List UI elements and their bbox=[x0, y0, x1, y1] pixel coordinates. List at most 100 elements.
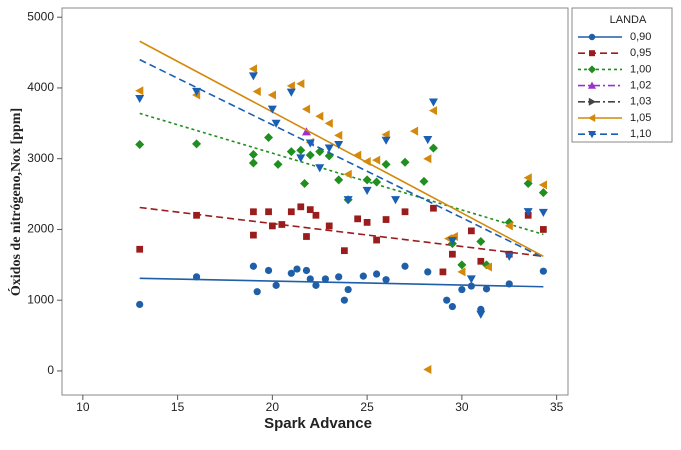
data-point bbox=[419, 176, 429, 186]
data-point bbox=[267, 90, 276, 100]
data-point bbox=[252, 86, 261, 96]
data-point bbox=[193, 211, 200, 219]
data-point bbox=[483, 262, 493, 272]
data-point bbox=[286, 81, 295, 91]
data-point bbox=[430, 204, 437, 212]
data-point bbox=[344, 285, 352, 294]
data-point bbox=[335, 273, 343, 281]
legend-label: 1,10 bbox=[630, 128, 651, 140]
legend-label: 0,95 bbox=[630, 47, 651, 59]
data-point bbox=[334, 175, 344, 185]
data-point bbox=[301, 127, 311, 136]
data-point bbox=[400, 157, 410, 167]
data-point bbox=[362, 186, 372, 196]
data-point bbox=[136, 300, 144, 309]
data-point bbox=[250, 231, 257, 239]
data-point bbox=[278, 221, 286, 228]
data-point bbox=[482, 285, 491, 293]
data-point bbox=[306, 206, 314, 214]
data-point bbox=[312, 281, 320, 289]
data-point bbox=[273, 159, 283, 169]
data-point bbox=[409, 126, 419, 136]
data-point bbox=[334, 140, 344, 150]
data-point bbox=[362, 157, 371, 167]
data-point bbox=[448, 302, 456, 311]
data-point bbox=[340, 296, 348, 304]
data-point bbox=[315, 111, 324, 121]
data-point bbox=[439, 268, 447, 276]
data-point bbox=[296, 154, 306, 163]
x-tick-label: 10 bbox=[76, 400, 90, 414]
data-point bbox=[467, 282, 475, 290]
x-axis-label: Spark Advance bbox=[264, 415, 372, 432]
legend-marker bbox=[588, 114, 596, 122]
data-point bbox=[359, 272, 367, 280]
legend-box bbox=[571, 7, 673, 143]
data-point bbox=[423, 365, 432, 375]
data-point bbox=[136, 245, 144, 253]
legend-label: 1,05 bbox=[630, 112, 651, 124]
data-point bbox=[135, 86, 144, 96]
data-point bbox=[504, 221, 513, 231]
data-point bbox=[192, 273, 201, 281]
data-point bbox=[321, 275, 330, 283]
data-point bbox=[466, 275, 476, 284]
data-point bbox=[523, 173, 532, 183]
x-tick-label: 20 bbox=[266, 400, 280, 414]
y-tick-label: 3000 bbox=[27, 151, 54, 165]
data-point bbox=[296, 145, 306, 155]
data-point bbox=[248, 158, 258, 168]
legend-marker bbox=[588, 33, 596, 41]
data-point bbox=[305, 139, 315, 148]
data-point bbox=[267, 105, 277, 114]
data-point bbox=[249, 262, 258, 270]
x-tick-label: 30 bbox=[455, 400, 469, 414]
data-point bbox=[297, 203, 305, 211]
data-point bbox=[248, 72, 258, 81]
data-point bbox=[286, 147, 296, 157]
data-point bbox=[428, 106, 438, 116]
data-point bbox=[476, 236, 486, 246]
data-point bbox=[264, 132, 274, 142]
data-point bbox=[324, 144, 334, 153]
data-point bbox=[135, 140, 145, 150]
data-point bbox=[300, 178, 310, 188]
data-point bbox=[372, 155, 381, 165]
data-point bbox=[135, 94, 145, 104]
data-point bbox=[302, 266, 311, 275]
x-tick-label: 15 bbox=[171, 400, 185, 414]
data-point bbox=[505, 280, 513, 288]
data-point bbox=[372, 177, 382, 187]
data-point bbox=[523, 208, 533, 217]
legend-label: 0,90 bbox=[630, 31, 651, 43]
data-point bbox=[248, 149, 258, 159]
data-point bbox=[401, 262, 409, 270]
data-point bbox=[363, 218, 371, 226]
data-point bbox=[381, 159, 391, 169]
data-point bbox=[312, 211, 320, 219]
x-tick-label: 25 bbox=[360, 400, 374, 414]
fit-line bbox=[139, 40, 544, 258]
fit-line bbox=[139, 58, 544, 259]
data-point bbox=[428, 98, 438, 107]
data-point bbox=[293, 265, 301, 273]
data-point bbox=[334, 130, 343, 140]
legend-marker bbox=[588, 131, 596, 139]
data-point bbox=[381, 136, 391, 145]
data-point bbox=[457, 260, 467, 270]
data-point bbox=[477, 257, 485, 265]
data-point bbox=[362, 175, 372, 185]
legend-title: LANDA bbox=[610, 14, 647, 26]
data-point bbox=[458, 285, 466, 294]
data-point bbox=[303, 233, 310, 240]
data-point bbox=[538, 188, 548, 198]
y-tick-label: 0 bbox=[47, 363, 54, 377]
data-point bbox=[539, 267, 547, 275]
y-tick-label: 2000 bbox=[27, 222, 54, 236]
fit-line bbox=[139, 206, 544, 258]
y-tick-label: 1000 bbox=[27, 292, 54, 306]
data-point bbox=[305, 150, 315, 160]
data-point bbox=[373, 236, 380, 244]
legend-marker bbox=[588, 81, 596, 89]
